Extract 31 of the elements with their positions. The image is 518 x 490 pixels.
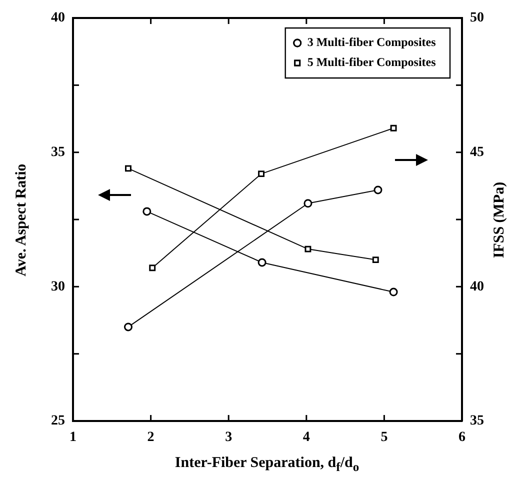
x-tick-label: 5 (380, 430, 388, 446)
x-tick-label: 3 (225, 430, 232, 446)
y-tick-label: 35 (51, 144, 65, 160)
x-tick-label: 2 (147, 430, 154, 446)
y2-tick-label: 35 (470, 414, 484, 429)
y-tick-label: 25 (51, 414, 65, 429)
y-axis-title: Ave. Aspect Ratio (14, 164, 30, 276)
point (125, 165, 132, 172)
y2-tick-label: 45 (470, 144, 484, 160)
y-tick-label: 30 (51, 279, 65, 294)
y2-tick-label: 50 (470, 10, 484, 26)
point (390, 124, 397, 132)
x-tick-label: 1 (70, 430, 76, 446)
point (374, 186, 382, 194)
point (124, 322, 132, 332)
x-axis-title: Inter-Fiber Separation, d$_{f}$/d$_{o}$ (174, 455, 360, 475)
x-tick-label: 4 (302, 430, 310, 446)
point (258, 258, 266, 267)
y2-tick-label: 40 (470, 279, 484, 294)
legend-label: 3 Multi-fiber Composites (307, 35, 436, 50)
point (149, 264, 156, 272)
point (304, 246, 312, 252)
point (258, 170, 264, 178)
legend-label: 5 Multi-fiber Composites (307, 55, 436, 70)
point (142, 207, 152, 216)
y-tick-label: 40 (51, 10, 65, 26)
point (372, 256, 379, 264)
x-tick-label: 6 (458, 430, 466, 446)
point (389, 288, 398, 296)
point (304, 199, 312, 208)
y2-axis-title: IFSS (MPa) (492, 182, 508, 258)
